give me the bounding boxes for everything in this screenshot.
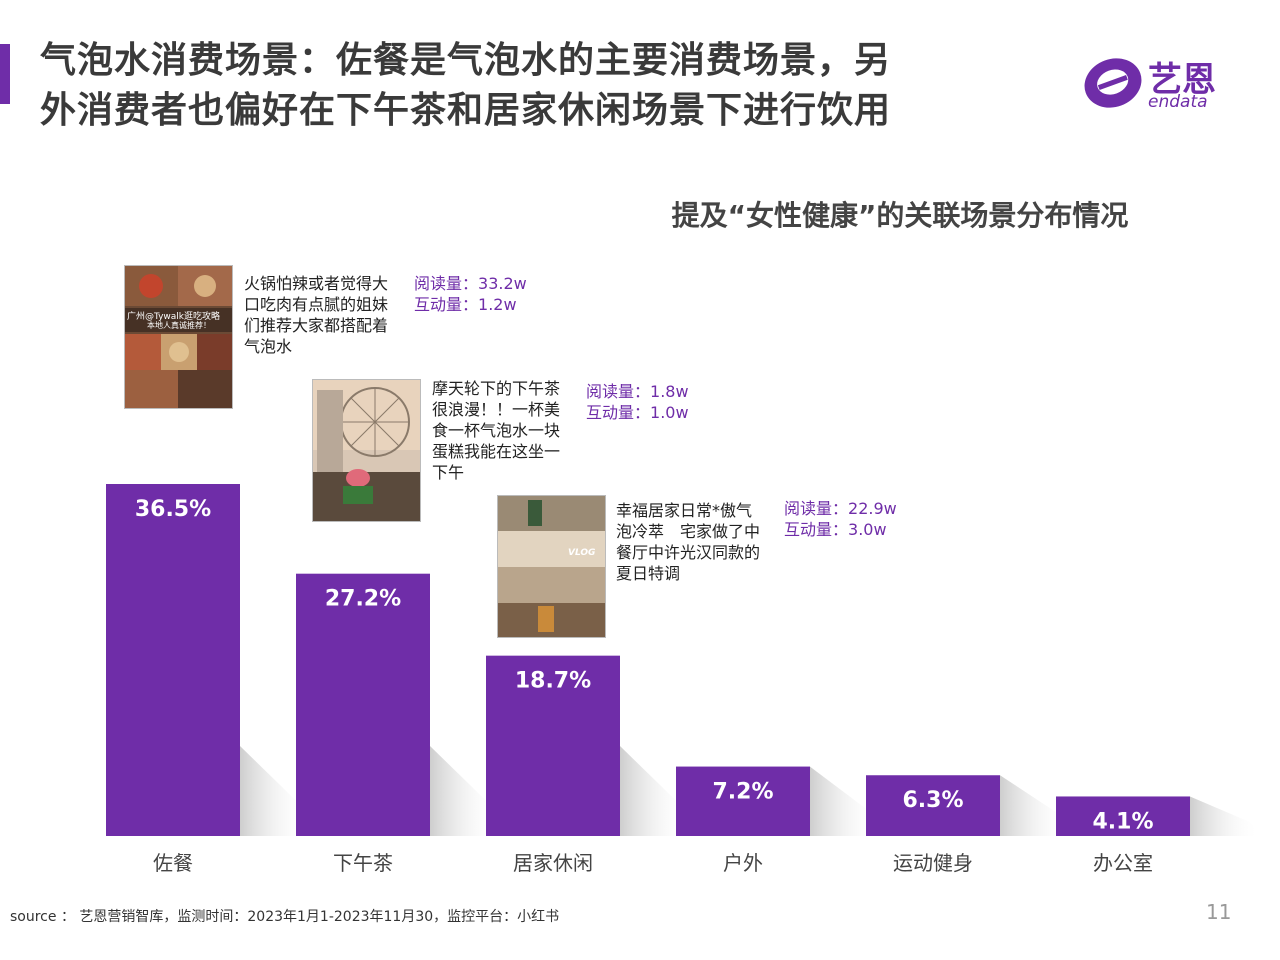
- thumb-caption-2: 本地人真诚推荐！: [147, 321, 211, 330]
- bar-shadow: [240, 746, 310, 836]
- logo-text-cn: 艺恩: [1148, 60, 1216, 100]
- thumb-caption-vlog: VLOG: [568, 548, 596, 558]
- interact-value: 1.0w: [650, 403, 689, 422]
- read-label: 阅读量：: [586, 382, 651, 401]
- post-thumbnail-home: VLOG: [497, 495, 606, 638]
- ferris-wheel-photo-icon: [313, 380, 420, 521]
- category-label: 运动健身: [893, 851, 973, 875]
- bar-value-label: 6.3%: [902, 788, 963, 813]
- bar-2: [296, 573, 430, 836]
- endata-logo: 艺恩 endata: [1082, 52, 1242, 114]
- bar-value-label: 4.1%: [1092, 809, 1153, 834]
- bar-shadow: [620, 746, 690, 836]
- thumb-caption-1: 广州@Tywalk逛吃攻略: [127, 312, 221, 322]
- annotation-metrics-1: 阅读量：33.2w 互动量：1.2w: [414, 273, 527, 315]
- bar-1: [106, 484, 240, 836]
- annotation-text-3: 幸福居家日常*傲气泡冷萃 宅家做了中餐厅中许光汉同款的夏日特调: [616, 501, 761, 583]
- endata-logo-icon: [1084, 58, 1142, 108]
- bar-value-label: 18.7%: [515, 669, 591, 694]
- bar-6: [1056, 796, 1190, 836]
- interact-value: 1.2w: [478, 295, 517, 314]
- title-accent-bar: [0, 44, 10, 104]
- bar-value-label: 7.2%: [712, 780, 773, 805]
- read-value: 1.8w: [650, 382, 689, 401]
- interact-label: 互动量：: [784, 520, 849, 539]
- logo-text-en: endata: [1148, 92, 1208, 112]
- bar-value-label: 27.2%: [325, 587, 401, 612]
- annotation-text-2: 摩天轮下的下午茶很浪漫！！一杯美食一杯气泡水一块蛋糕我能在这坐一下午: [432, 379, 561, 482]
- bar-value-label: 36.5%: [135, 497, 211, 522]
- page-title-line1: 气泡水消费场景：佐餐是气泡水的主要消费场景，另: [40, 40, 892, 81]
- page-title-line2: 外消费者也偏好在下午茶和居家休闲场景下进行饮用: [40, 90, 892, 131]
- source-note: source ： 艺恩营销智库，监测时间：2023年1月1-2023年11月30…: [10, 909, 560, 925]
- interact-value: 3.0w: [848, 520, 887, 539]
- read-label: 阅读量：: [784, 499, 849, 518]
- category-label: 下午茶: [333, 851, 393, 875]
- interact-label: 互动量：: [586, 403, 651, 422]
- post-thumbnail-ferris-wheel: [312, 379, 421, 522]
- home-photo-icon: [498, 496, 605, 637]
- annotation-metrics-2: 阅读量：1.8w 互动量：1.0w: [586, 381, 689, 423]
- bar-3: [486, 655, 620, 836]
- annotation-metrics-3: 阅读量：22.9w 互动量：3.0w: [784, 498, 897, 540]
- page-number: 11: [1206, 900, 1232, 924]
- read-value: 33.2w: [478, 274, 527, 293]
- category-label: 佐餐: [153, 851, 193, 875]
- bar-4: [676, 766, 810, 836]
- page-title: 气泡水消费场景：佐餐是气泡水的主要消费场景，另 外消费者也偏好在下午茶和居家休闲…: [40, 36, 1050, 136]
- bar-shadow: [430, 746, 500, 836]
- annotation-text-1: 火锅怕辣或者觉得大口吃肉有点腻的姐妹们推荐大家都搭配着气泡水: [244, 274, 389, 356]
- interact-label: 互动量：: [414, 295, 479, 314]
- chart-title: 提及“女性健康”的关联场景分布情况: [671, 199, 1129, 232]
- bar-5: [866, 775, 1000, 836]
- hotpot-photo-icon: [125, 266, 232, 408]
- read-value: 22.9w: [848, 499, 897, 518]
- bar-shadow: [1190, 796, 1260, 836]
- category-label: 户外: [723, 851, 763, 875]
- bar-shadow: [810, 766, 880, 836]
- read-label: 阅读量：: [414, 274, 479, 293]
- bar-shadow: [1000, 775, 1070, 836]
- category-label: 居家休闲: [513, 851, 593, 875]
- category-label: 办公室: [1093, 851, 1153, 875]
- post-thumbnail-hotpot: 广州@Tywalk逛吃攻略 本地人真诚推荐！: [124, 265, 233, 409]
